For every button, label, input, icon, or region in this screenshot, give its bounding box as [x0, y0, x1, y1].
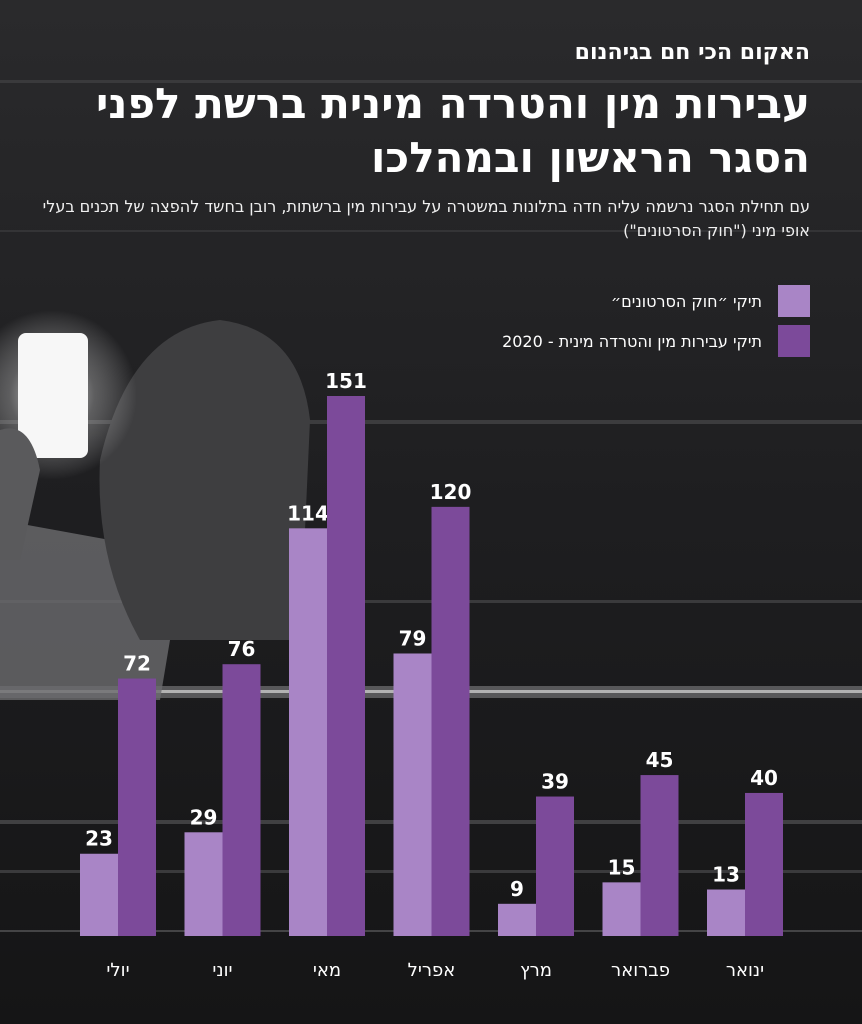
- x-tick-label-2: מרץ: [520, 960, 552, 981]
- bar-videos-3: [393, 653, 432, 936]
- kicker: האקום הכי חם בגיהנום: [574, 40, 810, 65]
- data-label-videos-1: 15: [608, 855, 636, 879]
- x-tick-label-3: אפריל: [408, 960, 456, 981]
- bar-sex-offenses-2: [536, 796, 574, 936]
- data-label-sex-offenses-1: 45: [646, 748, 674, 772]
- x-tick-label-5: יוני: [212, 960, 232, 981]
- x-tick-label-4: מאי: [313, 960, 341, 981]
- data-label-sex-offenses-4: 151: [325, 369, 367, 393]
- header: האקום הכי חם בגיהנום עבירות מין והטרדה מ…: [20, 40, 810, 243]
- data-label-sex-offenses-5: 76: [228, 637, 256, 661]
- data-label-sex-offenses-0: 40: [750, 766, 778, 790]
- bar-videos-0: [707, 889, 745, 936]
- x-tick-label-0: ינואר: [726, 960, 764, 981]
- bar-videos-2: [498, 903, 536, 936]
- data-label-videos-4: 114: [287, 501, 329, 525]
- bar-sex-offenses-6: [118, 678, 156, 936]
- subtitle: עם תחילת הסגר נרשמה עליה חדה בתלונות במש…: [42, 197, 810, 240]
- page-title: עבירות מין והטרדה מינית ברשת לפני הסגר ה…: [96, 79, 810, 182]
- legend-swatch-light: [778, 285, 810, 317]
- x-tick-label-1: פברואר: [611, 960, 670, 981]
- data-label-videos-0: 13: [712, 863, 740, 887]
- legend: תיקי ״חוק הסרטונים״ תיקי עבירות מין והטר…: [502, 285, 810, 365]
- bar-videos-5: [184, 832, 223, 936]
- data-label-sex-offenses-6: 72: [123, 652, 151, 676]
- legend-label-videos: תיקי ״חוק הסרטונים״: [610, 291, 762, 311]
- bar-sex-offenses-3: [431, 506, 470, 936]
- bar-sex-offenses-5: [222, 664, 261, 936]
- bar-sex-offenses-1: [640, 775, 679, 936]
- bar-videos-1: [602, 882, 641, 936]
- bar-sex-offenses-4: [327, 396, 365, 936]
- data-label-sex-offenses-3: 120: [430, 480, 472, 504]
- data-label-sex-offenses-2: 39: [541, 770, 569, 794]
- x-tick-label-6: יולי: [106, 960, 129, 981]
- bar-sex-offenses-0: [745, 792, 783, 936]
- data-label-videos-2: 9: [510, 877, 524, 901]
- legend-item-videos: תיקי ״חוק הסרטונים״: [502, 285, 810, 317]
- bar-videos-4: [289, 528, 327, 936]
- bar-videos-6: [80, 853, 118, 936]
- data-label-videos-3: 79: [399, 626, 427, 650]
- data-label-videos-5: 29: [190, 805, 218, 829]
- legend-label-sex-offenses: תיקי עבירות מין והטרדה מינית - 2020: [502, 331, 762, 351]
- data-label-videos-6: 23: [85, 827, 113, 851]
- legend-item-sex-offenses: תיקי עבירות מין והטרדה מינית - 2020: [502, 325, 810, 357]
- legend-swatch-dark: [778, 325, 810, 357]
